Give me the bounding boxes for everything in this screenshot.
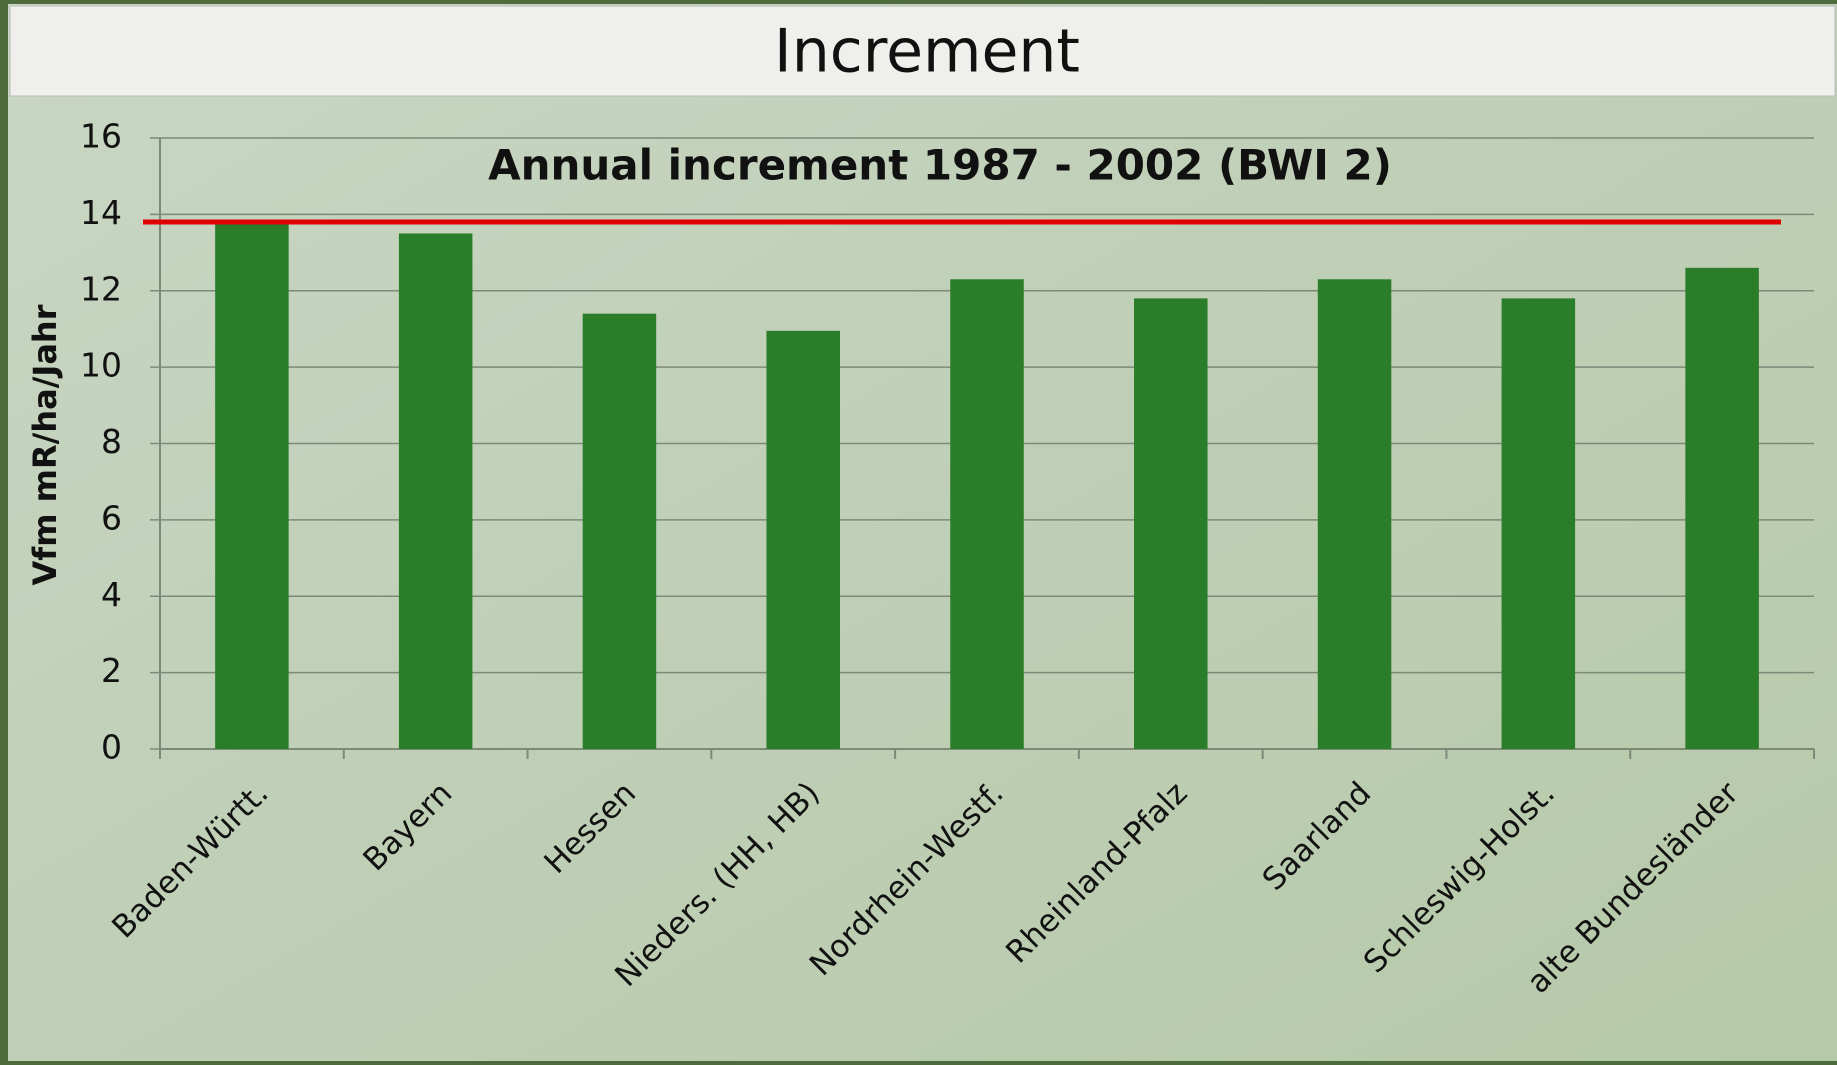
y-tick-label: 14 <box>80 193 122 232</box>
y-tick-label: 12 <box>80 269 122 308</box>
bar <box>1502 298 1576 749</box>
chart-title: Increment <box>774 17 1080 87</box>
y-tick-label: 2 <box>101 651 122 690</box>
bar <box>583 314 657 749</box>
y-axis-label: Vfm mR/ha/Jahr <box>26 304 64 585</box>
y-tick-label: 6 <box>101 498 122 537</box>
bar <box>1685 268 1759 749</box>
bar <box>950 279 1024 749</box>
y-tick-label: 16 <box>80 117 122 156</box>
y-tick-label: 4 <box>101 575 122 614</box>
y-tick-label: 0 <box>101 728 122 767</box>
bar <box>1318 279 1392 749</box>
bar <box>215 222 289 749</box>
y-tick-label: 8 <box>101 422 122 461</box>
chart-subtitle: Annual increment 1987 - 2002 (BWI 2) <box>488 141 1392 190</box>
bar <box>1134 298 1208 749</box>
bar <box>399 233 473 749</box>
y-tick-label: 10 <box>80 346 122 385</box>
chart: Increment Annual increment 1987 - 2002 (… <box>0 0 1837 1065</box>
bar <box>766 331 840 749</box>
